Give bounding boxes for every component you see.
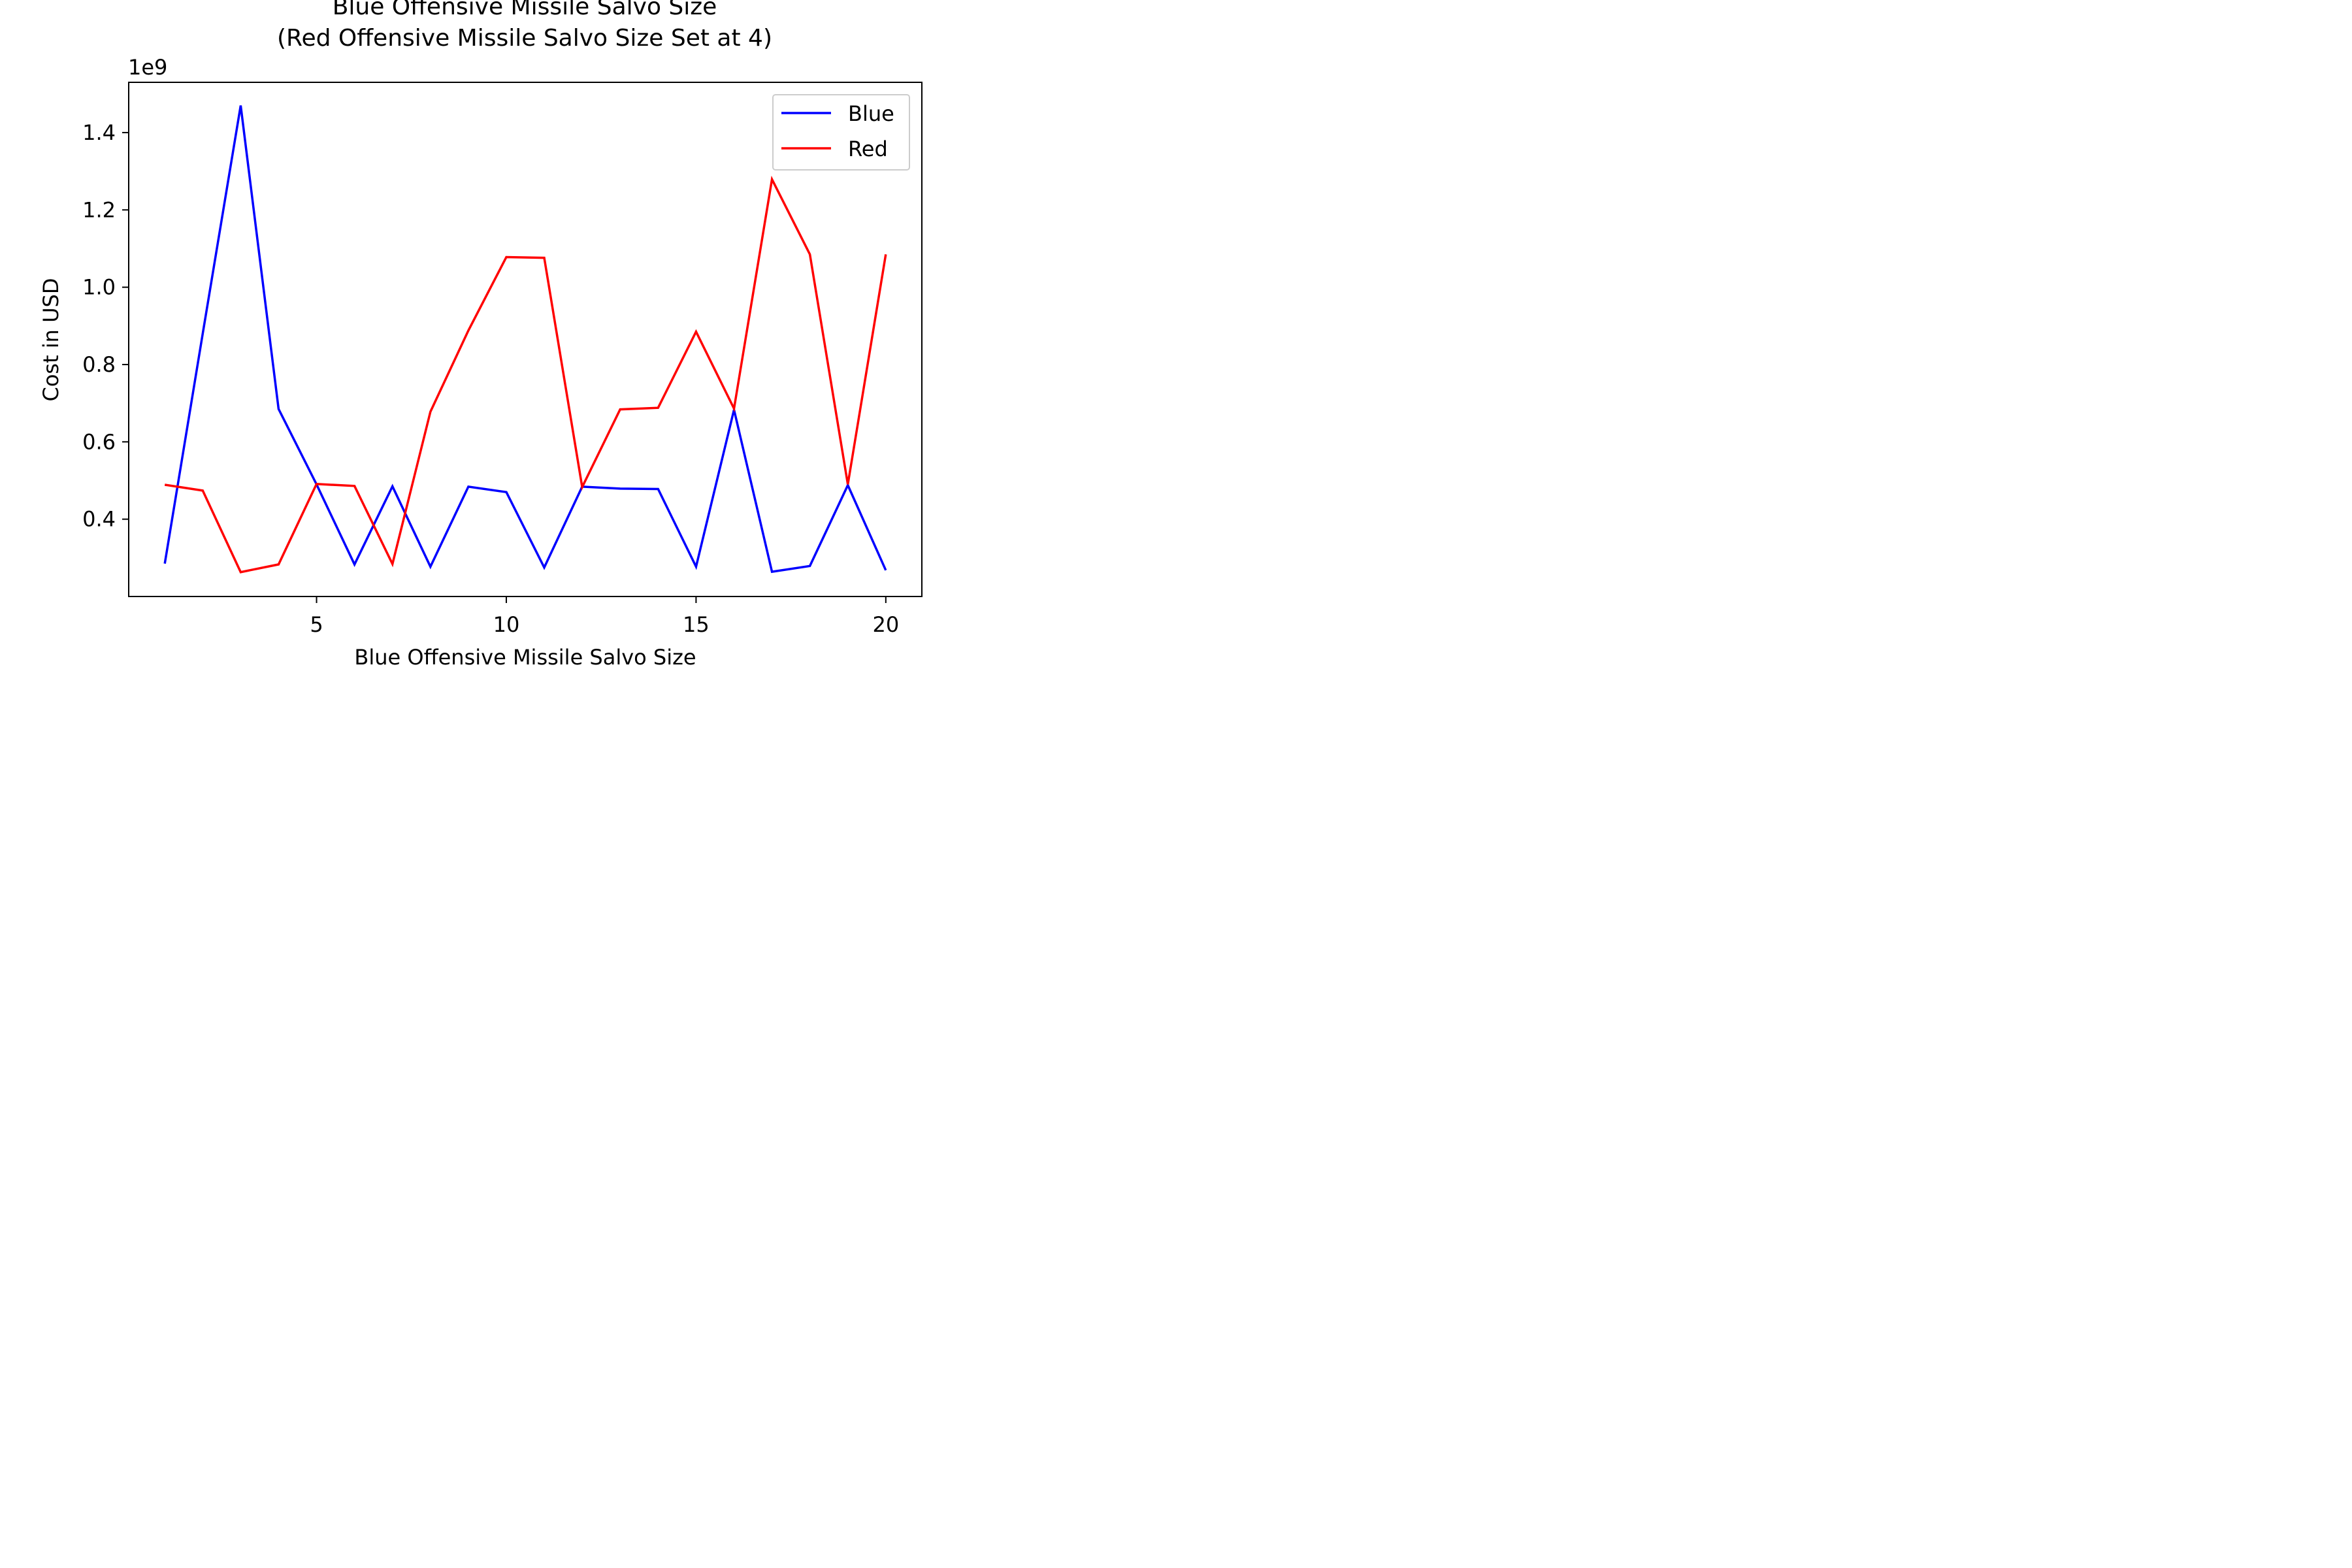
plot-frame (128, 82, 923, 597)
x-axis-label: Blue Offensive Missile Salvo Size (354, 645, 696, 670)
legend-label-red: Red (848, 137, 888, 161)
y-axis-ticks: 0.4 0.6 0.8 1.0 1.2 1.4 (82, 120, 129, 532)
series-line-blue (163, 105, 887, 574)
y-tick-label: 1.4 (82, 120, 116, 145)
y-axis-offset-label: 1e9 (128, 55, 167, 80)
x-tick-label: 10 (493, 612, 520, 637)
y-tick-label: 0.8 (82, 352, 116, 377)
plot-area (128, 82, 923, 597)
y-tick-label: 1.2 (82, 197, 116, 222)
line-chart: Blue Offensive Missile Salvo Size (Red O… (0, 0, 1019, 679)
y-axis-label: Cost in USD (39, 278, 63, 401)
y-tick-label: 1.0 (82, 275, 116, 300)
series-line-red (164, 175, 887, 574)
x-axis-ticks: 5 10 15 20 (310, 596, 899, 637)
y-tick-label: 0.4 (82, 507, 116, 532)
x-tick-label: 20 (872, 612, 899, 637)
legend: Blue Red (772, 94, 910, 171)
chart-title-line-2: (Red Offensive Missile Salvo Size Set at… (277, 25, 772, 52)
chart-title-line-1: Blue Offensive Missile Salvo Size (333, 0, 717, 20)
series-layer (163, 105, 887, 574)
y-tick-label: 0.6 (82, 429, 116, 454)
x-tick-label: 15 (683, 612, 710, 637)
legend-label-blue: Blue (848, 101, 894, 126)
x-tick-label: 5 (310, 612, 323, 637)
